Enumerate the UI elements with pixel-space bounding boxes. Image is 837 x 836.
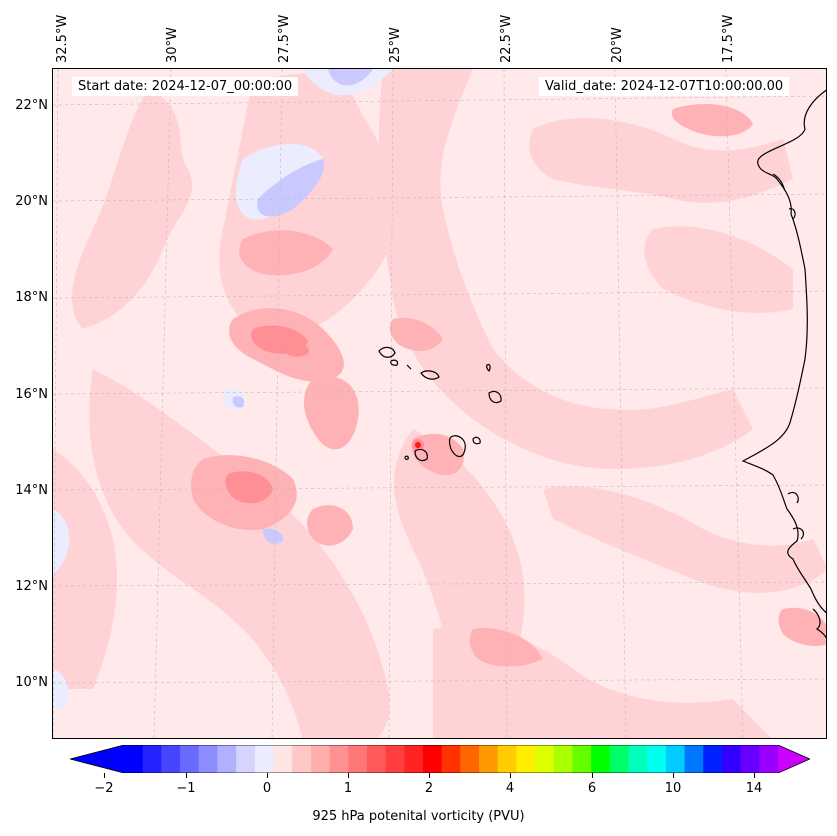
colorbar-segment [310,745,331,773]
colorbar-tick-10 [673,773,674,778]
colorbar-segment [497,745,517,773]
colorbar-segment [740,745,760,773]
cape-verde-islands [378,346,502,462]
colorbar-segment [665,745,686,773]
lat-label-12n: 12°N [15,579,48,594]
colorbar [68,744,811,774]
lon-label-22-5w: 22.5°W [499,14,514,63]
map-panel [52,68,827,739]
lat-label-18n: 18°N [15,290,48,305]
field-red-spot [412,439,424,451]
colorbar-label-2: 2 [424,781,434,796]
colorbar-label-1: 1 [343,781,353,796]
lat-label-20n: 20°N [15,194,48,209]
colorbar-tick-neg1 [186,773,187,778]
field-salmon [225,325,309,504]
colorbar-segment [422,745,443,773]
lon-label-32-5w: 32.5°W [55,14,70,63]
colorbar-segment [628,745,648,773]
valid-date-label: Valid_date: 2024-12-07T10:00:00.00 [539,77,790,96]
colorbar-tick-neg2 [104,773,105,778]
colorbar-extend-max [778,745,810,773]
colorbar-segment [142,745,162,773]
potential-vorticity-field [53,69,826,738]
colorbar-label-neg2: −2 [94,781,114,796]
lon-label-30w: 30°W [165,27,180,63]
colorbar-label-14: 14 [745,781,763,796]
colorbar-segment [609,745,630,773]
colorbar-segment [441,745,461,773]
colorbar-segment [124,745,144,773]
lat-label-14n: 14°N [15,483,48,498]
colorbar-title: 925 hPa potenital vorticity (PVU) [312,809,525,824]
colorbar-graphic [68,744,811,774]
colorbar-segment [348,745,368,773]
colorbar-segment [180,745,200,773]
colorbar-segment [460,745,480,773]
colorbar-tick-0 [267,773,268,778]
field-blue [232,69,373,544]
colorbar-label-0: 0 [262,781,272,796]
lon-label-20w: 20°W [610,27,625,63]
colorbar-tick-14 [754,773,755,778]
colorbar-segment [703,745,723,773]
colorbar-segment [479,745,499,773]
colorbar-segment [759,745,779,773]
colorbar-segment [217,745,237,773]
colorbar-label-6: 6 [587,781,597,796]
lat-label-22n: 22°N [15,98,48,113]
lat-label-10n: 10°N [15,675,48,690]
colorbar-tick-2 [429,773,430,778]
african-coastline [741,89,826,639]
colorbar-extend-min [70,745,124,773]
colorbar-label-neg1: −1 [176,781,196,796]
colorbar-segment [404,745,424,773]
colorbar-segment [535,745,555,773]
colorbar-segment [236,745,256,773]
lon-label-27-5w: 27.5°W [277,14,292,63]
colorbar-segment [721,745,742,773]
colorbar-segment [572,745,592,773]
lon-label-25w: 25°W [388,27,403,63]
colorbar-tick-6 [592,773,593,778]
colorbar-segment [329,745,349,773]
colorbar-label-4: 4 [505,781,515,796]
colorbar-tick-4 [510,773,511,778]
colorbar-segment [292,745,312,773]
colorbar-segment [161,745,181,773]
colorbar-segment [684,745,704,773]
colorbar-tick-1 [348,773,349,778]
colorbar-segment [516,745,536,773]
start-date-label: Start date: 2024-12-07_00:00:00 [72,77,299,96]
lat-label-16n: 16°N [15,387,48,402]
colorbar-segment [254,745,274,773]
graticule [53,69,826,738]
lon-label-17-5w: 17.5°W [721,14,736,63]
colorbar-segment [385,745,405,773]
colorbar-segment [591,745,611,773]
colorbar-label-10: 10 [664,781,682,796]
colorbar-segment [553,745,573,773]
colorbar-segment [273,745,293,773]
colorbar-segment [366,745,387,773]
colorbar-segment [198,745,218,773]
colorbar-segment [647,745,667,773]
